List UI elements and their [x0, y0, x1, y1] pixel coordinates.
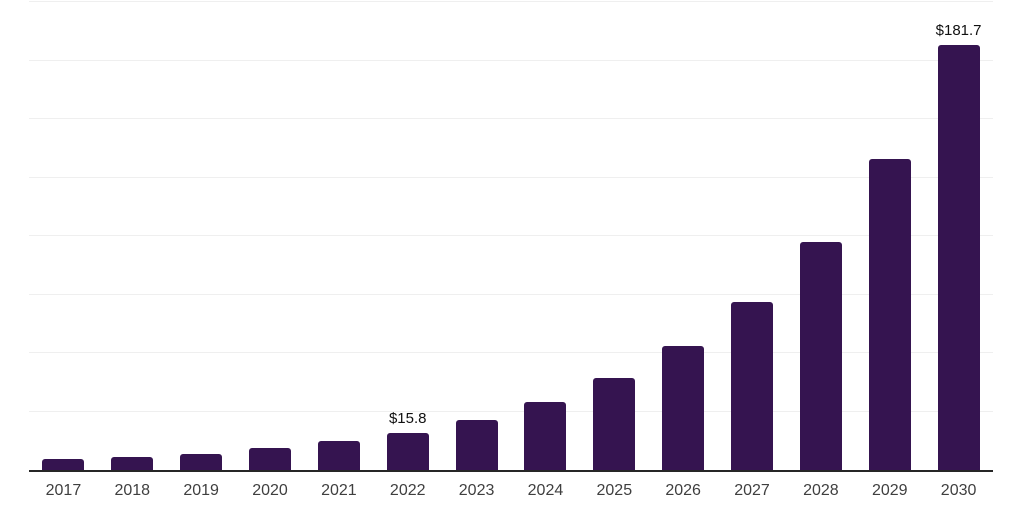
bar-2026[interactable]	[662, 346, 705, 470]
bar-2020[interactable]	[249, 448, 291, 470]
bar-2029[interactable]	[868, 158, 911, 470]
x-tick-label-2024: 2024	[527, 482, 564, 499]
x-tick-label-2025: 2025	[596, 482, 633, 499]
x-tick-label-2030: 2030	[940, 482, 977, 499]
bar-2024[interactable]	[524, 401, 567, 470]
bar-2021[interactable]	[317, 440, 360, 470]
x-tick-label-2027: 2027	[734, 482, 770, 499]
bar-2023[interactable]	[455, 419, 498, 470]
x-tick-label-2020: 2020	[252, 482, 288, 499]
bar-slot	[304, 2, 373, 470]
bar-slot: $181.7	[924, 2, 993, 470]
x-tick-label-2023: 2023	[458, 482, 495, 499]
bar-slot	[855, 2, 924, 470]
bar-2027[interactable]	[731, 302, 774, 470]
x-tick-label-2021: 2021	[321, 482, 357, 499]
x-tick-label-2022: 2022	[389, 482, 426, 499]
bar-slot	[786, 2, 855, 470]
bar-slot	[511, 2, 580, 470]
bar-value-label-2022: $15.8	[388, 410, 427, 428]
bar-slot	[649, 2, 718, 470]
x-tick-label-2028: 2028	[803, 482, 839, 499]
bar-2022[interactable]	[386, 433, 429, 470]
bar-slot	[236, 2, 305, 470]
bar-2019[interactable]	[180, 453, 223, 470]
bar-slot	[167, 2, 236, 470]
bar-slot	[29, 2, 98, 470]
x-tick-label-2029: 2029	[871, 482, 908, 499]
bar-2030[interactable]	[937, 44, 980, 470]
bar-2018[interactable]	[111, 457, 154, 470]
plot-area: $15.8 $181.7	[29, 1, 993, 472]
x-tick-label-2026: 2026	[665, 482, 701, 499]
x-tick-label-2017: 2017	[45, 482, 82, 499]
bar-slot	[718, 2, 787, 470]
bar-2028[interactable]	[799, 241, 842, 470]
x-tick-label-2018: 2018	[114, 482, 151, 499]
bar-2017[interactable]	[42, 459, 85, 470]
bar-slot: $15.8	[373, 2, 442, 470]
x-tick-label-2019: 2019	[183, 482, 219, 499]
bar-slot	[442, 2, 511, 470]
bar-value-label-2030: $181.7	[935, 21, 982, 39]
bar-2025[interactable]	[593, 378, 636, 470]
x-axis-labels: 2017 2018 2019 2020 2021 2022 2023 2024 2025 2026…	[29, 472, 993, 499]
bar-slot	[98, 2, 167, 470]
bar-slot	[580, 2, 649, 470]
